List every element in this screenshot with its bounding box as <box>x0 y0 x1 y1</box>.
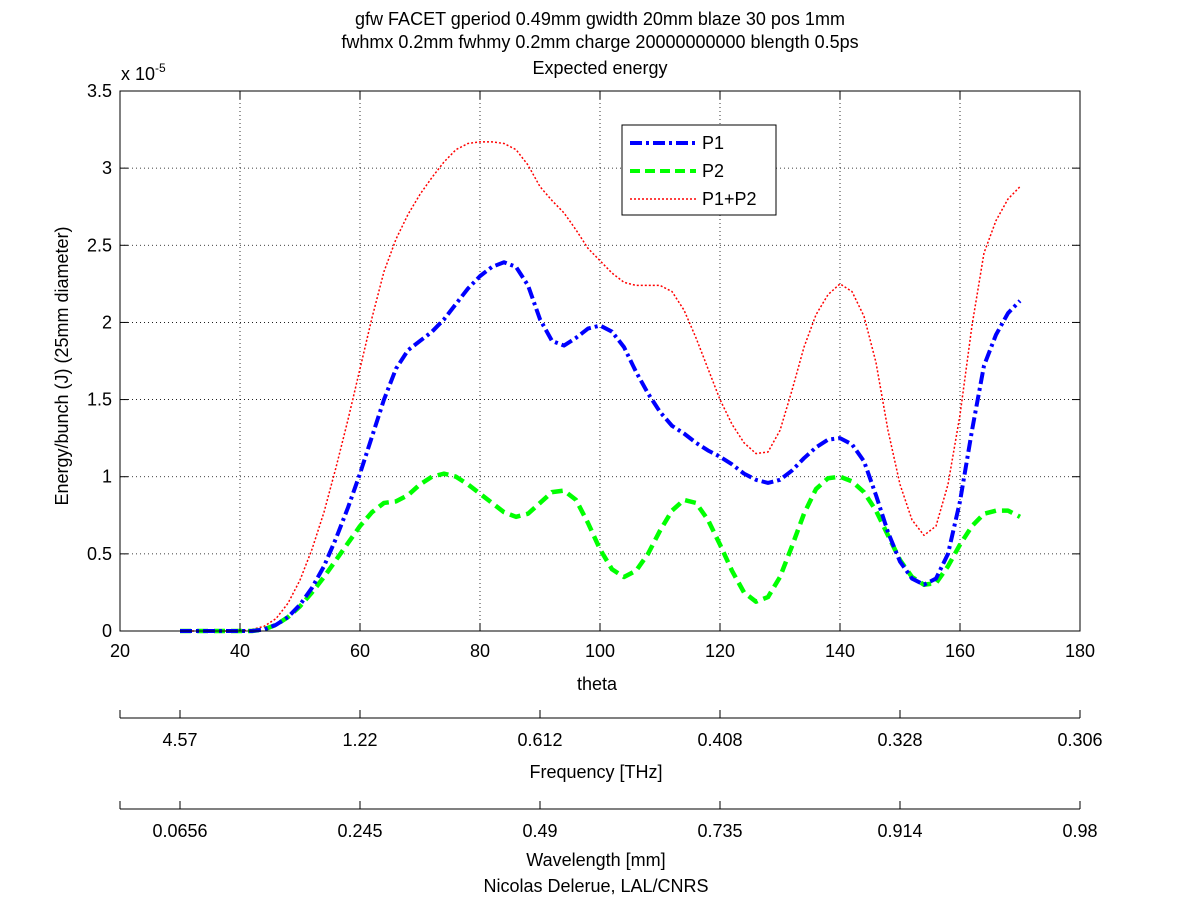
chart-title-line-3: Expected energy <box>532 58 667 78</box>
frequency-tick-label: 0.328 <box>877 730 922 750</box>
x-tick-label: 60 <box>350 641 370 661</box>
wavelength-axis-label: Wavelength [mm] <box>526 850 665 870</box>
wavelength-tick-label: 0.98 <box>1062 821 1097 841</box>
legend-label-p1: P1 <box>702 133 724 153</box>
wavelength-axis: 0.0656 0.245 0.49 0.735 0.914 0.98 Wavelength… <box>119 801 1098 870</box>
x-tick-label: 20 <box>110 641 130 661</box>
y-tick-label: 1 <box>102 467 112 487</box>
legend: P1 P2 P1+P2 <box>621 124 777 216</box>
wavelength-tick-label: 0.914 <box>877 821 922 841</box>
x-tick-label: 140 <box>825 641 855 661</box>
y-tick-label: 2.5 <box>87 235 112 255</box>
x-tick-label: 160 <box>945 641 975 661</box>
legend-label-p1p2: P1+P2 <box>702 189 757 209</box>
frequency-axis: 4.57 1.22 0.612 0.408 0.328 0.306 Frequency [… <box>119 710 1103 782</box>
y-axis-label: Energy/bunch (J) (25mm diameter) <box>52 226 72 505</box>
series-line-p1-plus-p2 <box>180 141 1021 632</box>
axis-ticks: 20 40 60 80 100 120 140 160 180 0 0.5 1 1.5 2 2.5 3 3.5 <box>87 81 1095 661</box>
frequency-tick-label: 0.306 <box>1057 730 1102 750</box>
author-footer: Nicolas Delerue, LAL/CNRS <box>483 876 708 896</box>
wavelength-tick-label: 0.245 <box>337 821 382 841</box>
frequency-tick-label: 1.22 <box>342 730 377 750</box>
frequency-tick-label: 4.57 <box>162 730 197 750</box>
y-tick-label: 0 <box>102 621 112 641</box>
frequency-axis-label: Frequency [THz] <box>529 762 662 782</box>
y-tick-label: 0.5 <box>87 544 112 564</box>
series-lines <box>180 141 1022 634</box>
frequency-tick-label: 0.612 <box>517 730 562 750</box>
y-tick-label: 3.5 <box>87 81 112 101</box>
legend-label-p2: P2 <box>702 161 724 181</box>
frequency-tick-label: 0.408 <box>697 730 742 750</box>
y-tick-label: 1.5 <box>87 390 112 410</box>
y-tick-label: 3 <box>102 158 112 178</box>
x-tick-label: 40 <box>230 641 250 661</box>
wavelength-tick-label: 0.49 <box>522 821 557 841</box>
x-tick-label: 80 <box>470 641 490 661</box>
x-tick-label: 120 <box>705 641 735 661</box>
chart-title-line-2: fwhmx 0.2mm fwhmy 0.2mm charge 200000000… <box>341 32 858 52</box>
chart-title-line-1: gfw FACET gperiod 0.49mm gwidth 20mm bla… <box>355 9 845 29</box>
x-axis-label: theta <box>577 674 618 694</box>
wavelength-tick-label: 0.0656 <box>152 821 207 841</box>
x-tick-label: 100 <box>585 641 615 661</box>
y-exponent-label: x 10-5 <box>121 61 166 84</box>
wavelength-tick-label: 0.735 <box>697 821 742 841</box>
x-tick-label: 180 <box>1065 641 1095 661</box>
y-tick-label: 2 <box>102 312 112 332</box>
grid-lines <box>120 91 1080 631</box>
